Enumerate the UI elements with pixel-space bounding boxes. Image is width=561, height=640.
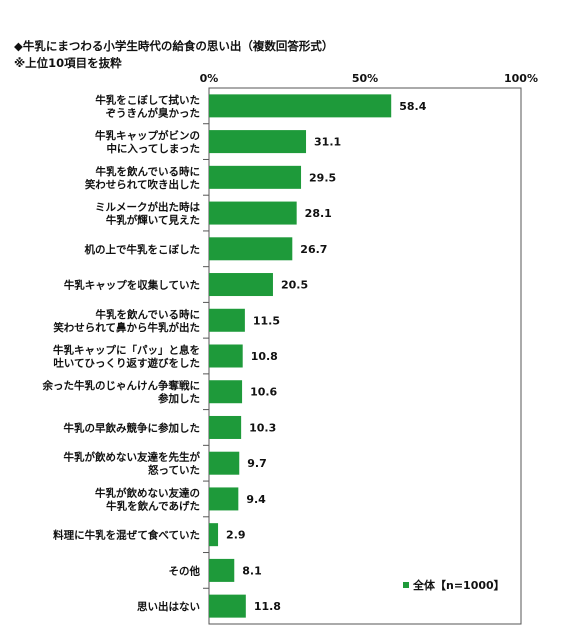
category-label: 余った牛乳のじゃんけん争奪戦に [42, 379, 201, 392]
data-label: 28.1 [305, 207, 332, 220]
data-label: 9.4 [246, 493, 266, 506]
data-label: 9.7 [247, 457, 267, 470]
category-label: 牛乳を飲んでいる時に [96, 165, 200, 178]
bar [209, 487, 239, 511]
bar [209, 523, 219, 547]
category-label: 机の上で牛乳をこぼした [85, 243, 201, 256]
category-label: 参加した [158, 392, 200, 405]
bar [209, 344, 243, 368]
category-label: 中に入ってしまった [106, 142, 200, 155]
data-label: 20.5 [281, 279, 308, 292]
category-label: ぞうきんが臭かった [106, 106, 201, 119]
category-label: 牛乳が輝いて見えた [106, 214, 200, 227]
data-label: 29.5 [309, 171, 336, 184]
bar [209, 130, 307, 154]
category-label: その他 [169, 564, 201, 577]
data-label: 8.1 [242, 564, 262, 577]
chart-subtitle: ※上位10項目を抜粋 [14, 56, 122, 70]
x-tick-label: 50% [352, 72, 378, 85]
category-label: 思い出はない [137, 600, 200, 613]
category-label: 吐いてひっくり返す遊びをした [53, 357, 200, 370]
bar [209, 94, 392, 118]
bar [209, 558, 235, 582]
category-label: 牛乳が飲めない友達を先生が [64, 451, 201, 464]
data-label: 58.4 [399, 100, 426, 113]
data-label: 10.6 [250, 386, 277, 399]
category-label: 牛乳が飲めない友達の [95, 486, 200, 499]
category-label: 牛乳を飲んであげた [106, 499, 200, 512]
category-label: 牛乳をこぼして拭いた [95, 93, 200, 106]
data-label: 26.7 [300, 243, 327, 256]
category-label: 牛乳の早飲み競争に参加した [64, 421, 201, 434]
bar [209, 273, 273, 297]
bar [209, 308, 245, 332]
legend-label: 全体【n=1000】 [412, 578, 505, 592]
category-label: 牛乳を飲んでいる時に [96, 308, 200, 321]
bar [209, 237, 293, 261]
bar [209, 380, 243, 404]
category-label: 牛乳キャップがビンの [95, 129, 200, 142]
category-label: 牛乳キャップに「パッ」と息を [53, 344, 200, 357]
data-label: 31.1 [314, 136, 341, 149]
legend-swatch [403, 582, 409, 588]
bar [209, 201, 297, 225]
data-label: 10.8 [251, 350, 278, 363]
bar [209, 451, 240, 475]
data-label: 10.3 [249, 421, 276, 434]
category-label: 牛乳キャップを収集していた [64, 279, 200, 292]
category-label: 笑わせられて鼻から牛乳が出た [53, 321, 200, 334]
category-label: ミルメークが出た時は [95, 201, 200, 214]
chart-title: ◆牛乳にまつわる小学生時代の給食の思い出（複数回答形式） [14, 39, 334, 53]
data-label: 2.9 [226, 529, 246, 542]
bar [209, 165, 302, 189]
x-tick-label: 100% [504, 72, 538, 85]
data-label: 11.5 [253, 314, 280, 327]
category-label: 怒っていた [148, 464, 200, 477]
category-label: 料理に牛乳を混ぜて食べていた [53, 529, 200, 542]
bar [209, 415, 242, 439]
category-label: 笑わせられて吹き出した [85, 178, 200, 191]
bar [209, 594, 246, 618]
data-label: 11.8 [254, 600, 281, 613]
x-tick-label: 0% [200, 72, 219, 85]
